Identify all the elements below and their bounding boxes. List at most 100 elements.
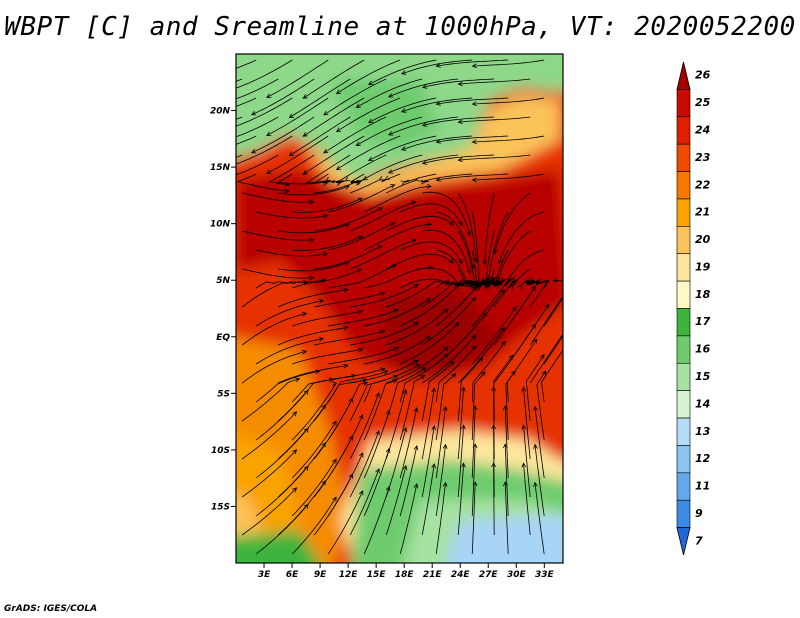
lat-label: 10N: [210, 220, 231, 230]
streamline: [314, 245, 383, 270]
streamline: [422, 267, 475, 288]
streamline: [363, 486, 390, 555]
streamline: [471, 444, 476, 517]
streamline: [328, 347, 399, 365]
streamline: [292, 348, 363, 365]
streamline-arrow: [491, 386, 496, 392]
streamline: [399, 407, 418, 479]
streamline: [364, 267, 433, 289]
streamline-arrow: [517, 284, 523, 290]
streamlines: [236, 59, 585, 555]
streamline: [436, 173, 509, 181]
streamline-arrow: [303, 389, 309, 395]
colorbar-label: 24: [695, 123, 710, 136]
streamline-arrow: [482, 312, 488, 318]
streamline: [386, 280, 450, 308]
streamline: [435, 345, 477, 403]
streamline-arrow: [413, 321, 419, 327]
streamline-arrow: [457, 157, 463, 163]
streamline: [493, 285, 537, 346]
streamline-arrow: [461, 462, 466, 468]
streamline: [399, 353, 449, 403]
streamline-arrow: [387, 93, 394, 98]
streamline-arrow: [491, 424, 496, 430]
streamline-arrow: [567, 285, 571, 290]
streamline: [472, 173, 545, 181]
streamline: [313, 473, 353, 536]
plot-frame: [235, 53, 564, 564]
streamline-arrow: [335, 89, 342, 95]
streamline-arrow: [420, 179, 426, 185]
streamline: [236, 154, 243, 158]
streamline: [435, 279, 479, 289]
streamline-arrow: [512, 276, 518, 283]
streamline: [363, 448, 390, 517]
streamline: [400, 284, 460, 327]
streamline-arrow: [288, 151, 294, 157]
streamline-arrow: [531, 323, 537, 329]
streamline: [471, 249, 490, 288]
streamline: [388, 78, 459, 98]
streamline-arrow: [402, 388, 408, 395]
streamline: [268, 154, 315, 185]
streamline-arrow: [581, 305, 585, 309]
streamline-arrow: [301, 349, 308, 355]
streamline-arrow: [471, 63, 477, 69]
streamline-arrow: [359, 490, 364, 496]
lon-label: 18E: [395, 570, 415, 580]
streamline: [241, 350, 307, 384]
streamline-arrow: [495, 277, 501, 283]
streamline-arrow: [344, 176, 350, 182]
streamline-arrow: [358, 309, 364, 315]
streamline-arrow: [469, 264, 475, 270]
streamline-arrow: [445, 278, 451, 284]
streamline-arrow: [511, 370, 516, 376]
streamline: [236, 78, 279, 100]
streamline-arrow: [500, 327, 505, 333]
streamline-arrow: [443, 308, 449, 314]
streamline-arrow: [357, 197, 363, 202]
streamline: [457, 192, 477, 262]
streamline-arrow: [478, 356, 484, 362]
streamline-arrow: [343, 287, 349, 293]
lat-label: EQ: [216, 333, 230, 343]
streamline-arrow: [292, 411, 298, 417]
streamline: [472, 59, 545, 67]
lon-label: 24E: [451, 570, 471, 580]
streamline: [385, 389, 407, 460]
streamline-arrow: [385, 447, 391, 453]
streamline: [291, 420, 337, 479]
colorbar-top-arrow: [676, 61, 691, 90]
streamline: [350, 322, 419, 346]
streamline: [386, 215, 454, 232]
colorbar-swatch: [676, 226, 691, 255]
streamline-arrow: [380, 291, 386, 296]
streamline-arrow: [411, 238, 417, 244]
streamline: [422, 78, 495, 88]
streamline: [471, 406, 476, 479]
streamline-arrow: [454, 322, 460, 328]
streamline-arrow: [350, 373, 357, 379]
colorbar-swatch: [676, 280, 691, 309]
colorbar-label: 12: [695, 452, 711, 465]
streamline-arrow: [400, 180, 406, 186]
streamline-arrow: [435, 63, 441, 68]
streamline: [435, 406, 446, 479]
lon-label: 30E: [507, 570, 527, 580]
streamline: [251, 116, 315, 154]
colorbar-label: 17: [695, 315, 711, 328]
streamline-arrow: [435, 139, 441, 144]
lon-label: 6E: [286, 570, 299, 580]
streamline: [255, 338, 324, 365]
streamline-arrow: [467, 284, 473, 290]
streamline: [457, 387, 464, 460]
streamline: [328, 184, 395, 213]
streamline-arrow: [420, 374, 426, 380]
streamline: [436, 211, 474, 269]
colorbar-swatch: [676, 143, 691, 172]
streamline-arrow: [380, 329, 386, 334]
streamline: [493, 463, 495, 535]
streamline: [457, 327, 505, 384]
streamline-arrow: [362, 381, 369, 386]
streamline-arrow: [413, 283, 419, 289]
